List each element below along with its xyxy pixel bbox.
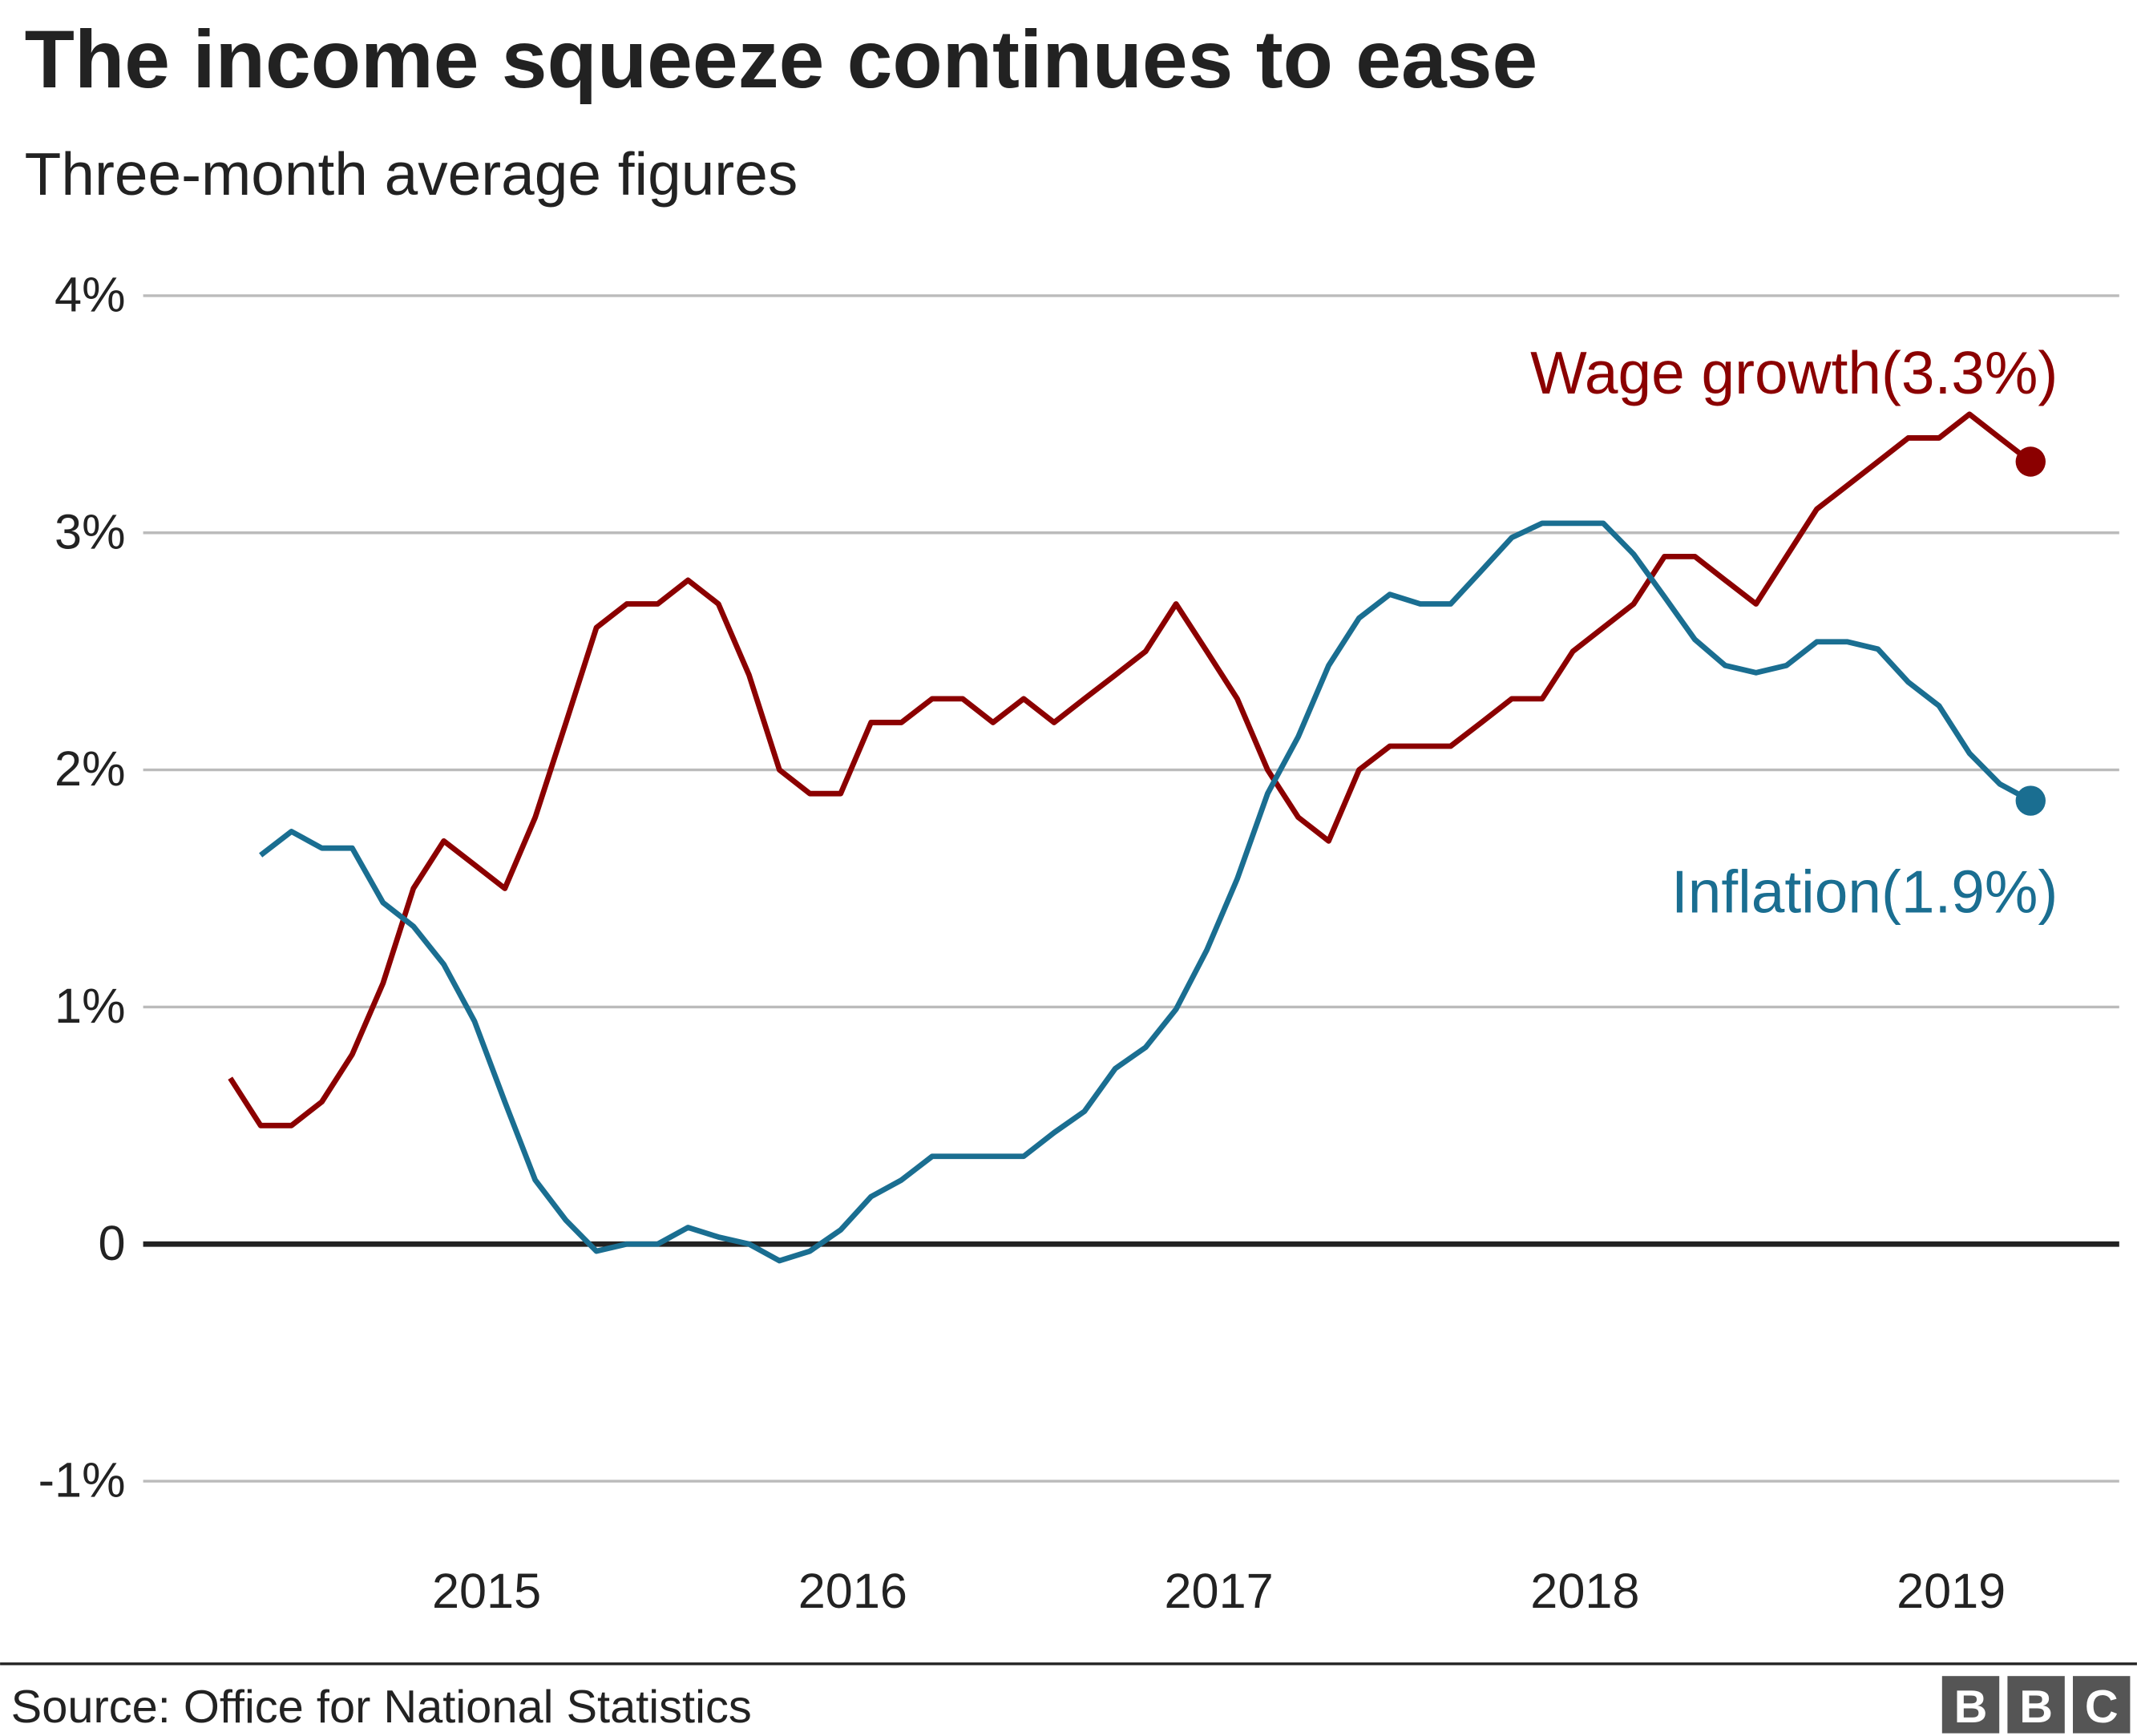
series-label: Inflation(1.9%): [1671, 858, 2058, 925]
chart-subtitle: Three-month average figures: [25, 140, 798, 208]
x-tick-label: 2017: [1165, 1564, 1274, 1618]
x-tick-label: 2015: [432, 1564, 541, 1618]
logo-box: [1941, 1676, 2000, 1734]
y-tick-label: -1%: [38, 1453, 126, 1508]
y-tick-label: 3%: [55, 504, 125, 559]
logo-letter: C: [2085, 1681, 2119, 1733]
end-dot: [2015, 785, 2046, 816]
logo-box: [2073, 1676, 2131, 1734]
y-tick-label: 4%: [55, 268, 125, 322]
x-tick-label: 2018: [1530, 1564, 1639, 1618]
x-tick-label: 2019: [1897, 1564, 2006, 1618]
logo-letter: B: [1954, 1681, 1988, 1733]
series-line: [228, 411, 2033, 1128]
chart-title: The income squeeze continues to ease: [25, 14, 1538, 105]
logo-letter: B: [2019, 1681, 2053, 1733]
end-dot: [2015, 446, 2046, 477]
series-label: Wage growth(3.3%): [1530, 339, 2058, 406]
series-line: [259, 520, 2032, 1264]
y-tick-label: 0: [98, 1216, 125, 1270]
y-tick-label: 1%: [55, 979, 125, 1033]
source: Source: Office for National Statistics: [11, 1681, 752, 1733]
x-tick-label: 2016: [798, 1564, 907, 1618]
logo-box: [2007, 1676, 2065, 1734]
y-tick-label: 2%: [55, 741, 125, 796]
